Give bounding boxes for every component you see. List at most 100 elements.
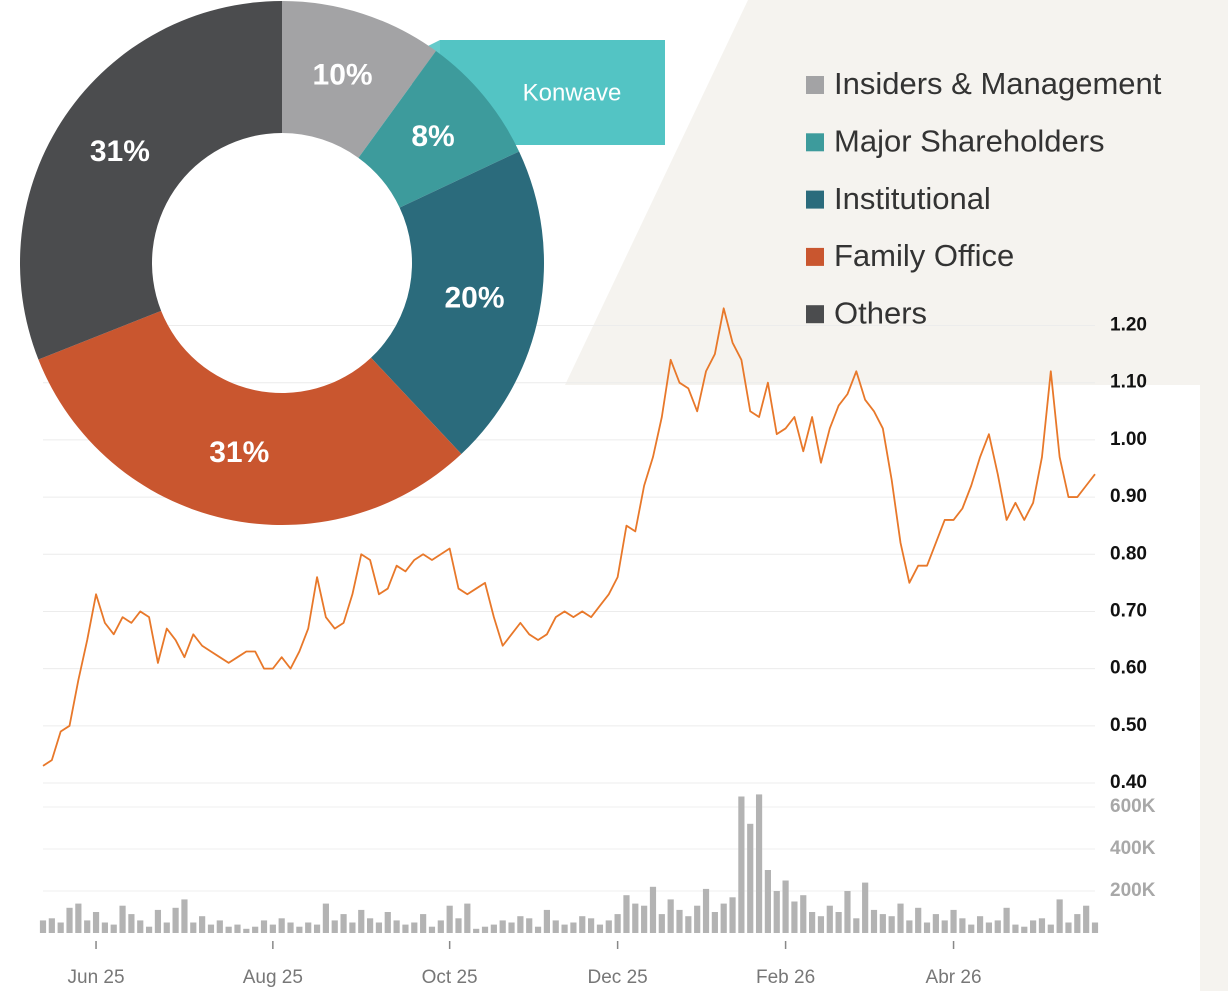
volume-bar [367, 918, 373, 933]
volume-bar [376, 923, 382, 934]
dashboard: 0.400.500.600.700.800.901.001.101.20Jun … [0, 0, 1228, 991]
volume-bar [1057, 899, 1063, 933]
volume-bar [862, 883, 868, 933]
y-tick-label: 0.80 [1110, 543, 1147, 564]
legend-label: Institutional [834, 181, 991, 216]
legend-swatch [806, 133, 824, 151]
y-tick-label: 1.00 [1110, 429, 1147, 450]
volume-bar [659, 914, 665, 933]
volume-bar [252, 927, 258, 933]
legend-label: Insiders & Management [834, 66, 1162, 101]
volume-bar [66, 908, 72, 933]
volume-bar [694, 906, 700, 933]
volume-bar [217, 920, 223, 933]
volume-bar [491, 925, 497, 933]
y-tick-label: 400K [1110, 838, 1156, 859]
volume-bar [111, 925, 117, 933]
volume-bar [270, 925, 276, 933]
volume-bar [950, 910, 956, 933]
volume-bar [676, 910, 682, 933]
donut-chart: Konwave10%8%20%31%31% [20, 1, 665, 525]
volume-bar [1048, 925, 1054, 933]
volume-bar [279, 918, 285, 933]
volume-bar [137, 920, 143, 933]
volume-bar [58, 923, 64, 934]
legend-swatch [806, 305, 824, 323]
volume-bar [800, 895, 806, 933]
volume-bar [464, 904, 470, 933]
volume-bar [102, 923, 108, 934]
y-tick-label: 1.20 [1110, 315, 1147, 336]
volume-bar [880, 914, 886, 933]
volume-bar [394, 920, 400, 933]
volume-bar [968, 925, 974, 933]
segment-label: 8% [411, 120, 454, 153]
y-tick-label: 200K [1110, 880, 1156, 901]
legend-swatch [806, 191, 824, 209]
volume-bar [411, 923, 417, 934]
volume-bar [146, 927, 152, 933]
volume-bar [226, 927, 232, 933]
volume-bar [508, 923, 514, 934]
volume-bar [756, 794, 762, 933]
volume-bar [544, 910, 550, 933]
volume-bar [889, 916, 895, 933]
volume-bar [685, 916, 691, 933]
volume-bar [553, 920, 559, 933]
volume-bar [208, 925, 214, 933]
segment-label: 10% [313, 59, 373, 92]
volume-bar [1039, 918, 1045, 933]
legend-label: Major Shareholders [834, 123, 1105, 158]
volume-bar [128, 914, 134, 933]
volume-bar [668, 899, 674, 933]
x-tick-label: Feb 26 [756, 967, 815, 988]
volume-bar [429, 927, 435, 933]
volume-bar [721, 904, 727, 933]
volume-bar [765, 870, 771, 933]
donut-segment [20, 1, 282, 359]
y-tick-label: 0.70 [1110, 600, 1147, 621]
volume-bar [844, 891, 850, 933]
volume-bar [641, 906, 647, 933]
volume-bar [438, 920, 444, 933]
volume-bar [190, 923, 196, 934]
volume-bar [340, 914, 346, 933]
segment-label: 20% [445, 282, 505, 315]
volume-bar [570, 923, 576, 934]
volume-bar [623, 895, 629, 933]
callout-label: Konwave [523, 79, 622, 106]
x-tick-label: Dec 25 [588, 967, 648, 988]
volume-bar [729, 897, 735, 933]
segment-label: 31% [209, 436, 269, 469]
volume-bar [84, 920, 90, 933]
volume-bar [1021, 927, 1027, 933]
volume-bar [287, 923, 293, 934]
volume-bar [455, 918, 461, 933]
volume-bar [181, 899, 187, 933]
volume-bar [1030, 920, 1036, 933]
x-tick-label: Abr 26 [926, 967, 982, 988]
volume-bar [402, 925, 408, 933]
volume-bar [75, 904, 81, 933]
volume-bar [632, 904, 638, 933]
volume-bar [703, 889, 709, 933]
volume-bar [791, 902, 797, 934]
x-tick-label: Aug 25 [243, 967, 303, 988]
y-tick-label: 1.10 [1110, 372, 1147, 393]
volume-bar [473, 929, 479, 933]
volume-bar [588, 918, 594, 933]
y-tick-label: 0.50 [1110, 715, 1147, 736]
volume-bar [995, 920, 1001, 933]
volume-bar [49, 918, 55, 933]
volume-bar [809, 912, 815, 933]
volume-bar [1083, 906, 1089, 933]
volume-bar [526, 918, 532, 933]
volume-bar [827, 906, 833, 933]
volume-bar [853, 918, 859, 933]
volume-bar [500, 920, 506, 933]
volume-bar [924, 923, 930, 934]
legend-swatch [806, 248, 824, 266]
volume-bar [323, 904, 329, 933]
x-tick-label: Jun 25 [68, 967, 125, 988]
